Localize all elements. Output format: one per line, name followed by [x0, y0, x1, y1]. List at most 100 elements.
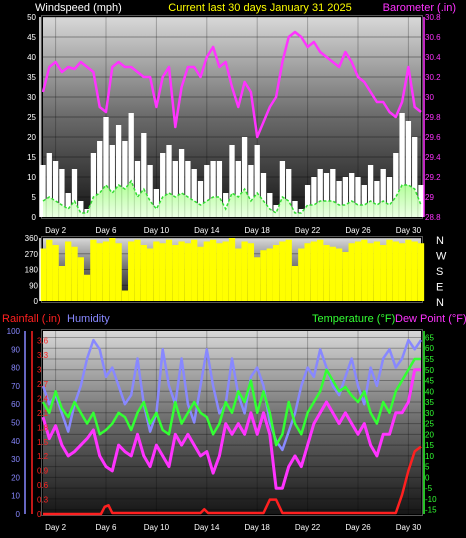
temperature-tick-label: 45	[425, 377, 434, 386]
wind-gust-bar	[399, 113, 405, 217]
x-tick-label: Day 18	[245, 226, 271, 235]
direction-tick-label: 270	[25, 250, 39, 259]
wind-gust-bar	[393, 153, 399, 217]
wind-gust-bar	[128, 113, 134, 217]
wind-tick-label: 30	[27, 93, 36, 102]
x-tick-label: Day 2	[45, 523, 66, 532]
wind-gust-bar	[103, 117, 109, 217]
wind-gust-bar	[304, 185, 311, 217]
temperature-tick-label: 60	[425, 344, 434, 353]
x-tick-label: Day 14	[194, 226, 220, 235]
wind-gust-bar	[185, 161, 191, 217]
direction-bar	[235, 248, 242, 301]
humidity-tick-label: 50	[11, 419, 20, 428]
wind-tick-label: 10	[27, 173, 36, 182]
direction-bar	[228, 238, 236, 301]
humidity-tick-label: 90	[11, 345, 20, 354]
direction-bar	[398, 243, 406, 301]
temperature-tick-label: 40	[425, 387, 434, 396]
direction-bar	[373, 241, 381, 301]
barometer-tick-label: 30.2	[425, 73, 441, 82]
barometer-tick-label: 30.6	[425, 33, 441, 42]
humidity-tick-label: 80	[11, 364, 20, 373]
rainfall-tick-label: 0.6	[37, 481, 49, 490]
wind-gust-bar	[361, 185, 367, 217]
direction-bar	[58, 266, 66, 301]
temperature-tick-label: -15	[425, 506, 437, 515]
x-tick-label: Day 30	[396, 226, 422, 235]
wind-gust-bar	[248, 165, 254, 217]
direction-bar	[354, 241, 362, 301]
temperature-tick-label: 10	[425, 452, 434, 461]
wind-tick-label: 45	[27, 33, 36, 42]
direction-bar	[83, 274, 91, 301]
wind-gust-bar	[40, 165, 46, 217]
wind-gust-bar	[405, 121, 412, 217]
wind-gust-bar	[210, 161, 216, 217]
climate-series	[41, 338, 423, 516]
wind-gust-bar	[71, 169, 78, 217]
direction-bar	[222, 241, 229, 301]
direction-tick-label: 180	[25, 266, 39, 275]
direction-bar	[310, 241, 318, 301]
temperature-tick-label: 25	[425, 420, 434, 429]
direction-bar	[247, 243, 255, 301]
barometer-tick-label: 29.4	[425, 153, 441, 162]
wind-gust-bar	[412, 137, 418, 217]
wind-tick-label: 25	[27, 113, 36, 122]
wind-tick-label: 5	[32, 193, 37, 202]
chart-title: Current last 30 days January 31 2025	[168, 2, 351, 14]
humidity-tick-label: 20	[11, 473, 20, 482]
wind-gust-bar	[46, 153, 52, 217]
x-tick-label: Day 2	[45, 226, 66, 235]
direction-bar	[102, 241, 110, 301]
temperature-tick-label: -5	[425, 484, 433, 493]
wind-gust-bar	[286, 169, 292, 217]
x-tick-label: Day 22	[295, 226, 321, 235]
direction-bar	[203, 241, 210, 301]
direction-bar	[115, 243, 122, 301]
wind-gust-bar	[90, 153, 97, 217]
direction-bar	[411, 241, 418, 301]
wind-gust-bar	[279, 161, 286, 217]
rainfall-tick-label: 3.3	[37, 351, 49, 360]
x-tick-label: Day 6	[96, 226, 117, 235]
wind-gust-bar	[52, 161, 59, 217]
direction-bar	[165, 239, 173, 301]
wind-gust-bar	[260, 173, 267, 217]
wind-tick-label: 40	[27, 53, 36, 62]
humidity-axis-label: Humidity	[67, 313, 110, 325]
barometer-series	[41, 30, 422, 139]
x-tick-label: Day 14	[194, 523, 220, 532]
direction-bar	[417, 243, 425, 301]
wind-gust-bar	[115, 125, 122, 217]
rainfall-axis-label: Rainfall (.in)	[2, 313, 61, 325]
x-tick-label: Day 30	[396, 523, 422, 532]
wind-gust-bar	[374, 181, 380, 217]
rainfall-tick-label: 2.7	[37, 380, 49, 389]
direction-bar	[405, 239, 412, 301]
wind-gust-bar	[204, 165, 210, 217]
humidity-line	[41, 338, 423, 452]
humidity-tick-label: 10	[11, 492, 20, 501]
direction-bar	[178, 241, 185, 301]
rainfall-line	[43, 445, 422, 516]
wind-gust-bar	[323, 173, 330, 217]
rainfall-tick-label: 0	[37, 510, 42, 519]
temperature-axis-label: Temperature (°F)	[312, 313, 395, 325]
direction-bar	[128, 241, 135, 301]
wind-average-area	[43, 181, 421, 217]
temperature-tick-label: 55	[425, 355, 434, 364]
wind-gust-bar	[78, 201, 84, 217]
wind-gust-bar	[254, 145, 260, 217]
compass-label: N	[436, 235, 444, 247]
rainfall-tick-label: 1.5	[37, 438, 49, 447]
direction-bar	[342, 252, 349, 301]
wind-gust-bar	[109, 145, 115, 217]
x-tick-label: Day 26	[345, 523, 371, 532]
wind-gust-series	[40, 113, 424, 217]
temperature-tick-label: 5	[425, 463, 430, 472]
temperature-tick-label: 50	[425, 366, 434, 375]
direction-bar	[266, 248, 273, 301]
wind-gust-bar	[147, 165, 153, 217]
